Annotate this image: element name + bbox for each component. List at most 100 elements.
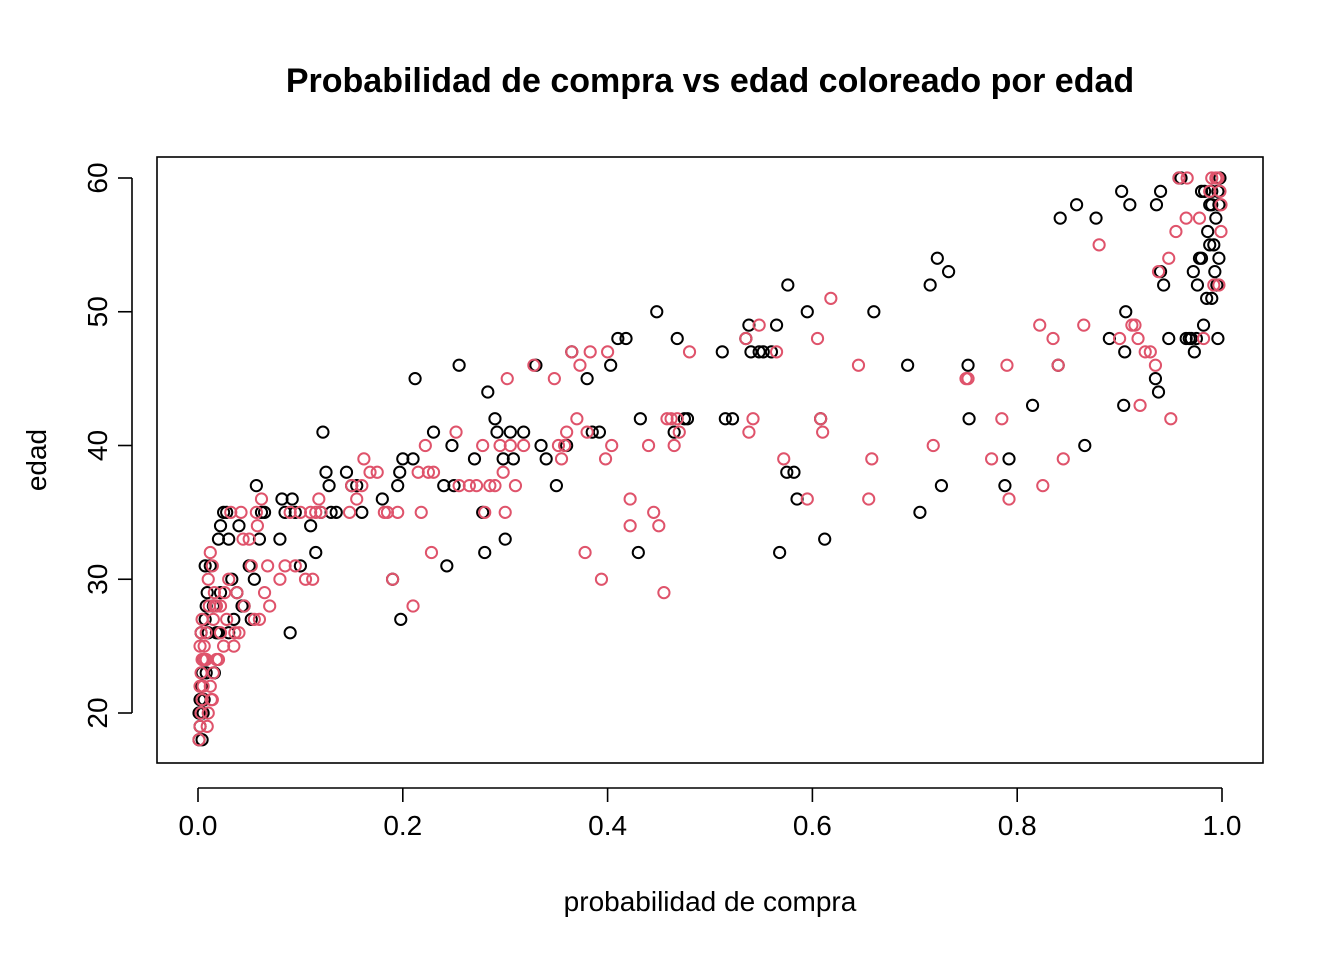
data-point xyxy=(1036,479,1050,493)
data-point xyxy=(672,425,686,439)
data-point xyxy=(203,545,217,560)
data-point xyxy=(923,278,937,292)
data-point xyxy=(1201,224,1215,239)
plot-frame xyxy=(156,156,1264,764)
data-point xyxy=(1212,251,1226,265)
data-point xyxy=(254,492,269,506)
data-point xyxy=(764,345,779,359)
data-point xyxy=(800,492,814,506)
data-point xyxy=(1211,331,1225,346)
data-point xyxy=(652,519,666,533)
data-point xyxy=(901,358,915,372)
data-point xyxy=(961,372,975,386)
data-point xyxy=(623,492,637,506)
data-point xyxy=(1205,198,1219,212)
x-tick-label: 0.8 xyxy=(998,810,1037,841)
data-point xyxy=(1212,278,1226,292)
data-point xyxy=(601,345,615,359)
data-point xyxy=(1205,291,1219,305)
data-point xyxy=(199,666,213,680)
data-point xyxy=(592,425,607,439)
data-point xyxy=(263,599,277,613)
data-point xyxy=(1180,171,1194,185)
data-point xyxy=(554,452,569,466)
data-point xyxy=(1200,291,1214,305)
data-point xyxy=(781,278,795,292)
data-point xyxy=(220,612,234,626)
data-point xyxy=(580,372,594,386)
data-point xyxy=(488,412,502,426)
data-point xyxy=(1190,278,1205,292)
data-point xyxy=(1115,184,1129,198)
data-point xyxy=(218,586,232,600)
data-point xyxy=(769,318,784,332)
data-point xyxy=(565,345,579,359)
data-point xyxy=(769,345,784,359)
x-axis-label: probabilidad de compra xyxy=(564,886,857,917)
y-tick-label: 40 xyxy=(82,430,113,461)
data-point xyxy=(1207,238,1221,252)
data-point xyxy=(547,372,561,386)
data-point xyxy=(667,425,681,439)
data-point xyxy=(1197,184,1212,198)
data-point xyxy=(962,412,976,426)
data-point xyxy=(194,706,208,720)
data-point xyxy=(557,438,572,453)
data-point xyxy=(247,612,261,626)
x-tick-label: 0.6 xyxy=(793,810,832,841)
data-point xyxy=(304,519,318,533)
data-point xyxy=(418,438,432,453)
data-point xyxy=(1133,398,1147,412)
data-point xyxy=(506,452,520,466)
data-point xyxy=(1207,278,1221,292)
data-point xyxy=(1214,198,1228,212)
data-point xyxy=(273,572,287,586)
data-point xyxy=(194,666,208,680)
data-point xyxy=(824,291,838,305)
data-point xyxy=(201,706,215,720)
data-point xyxy=(408,372,422,386)
data-point xyxy=(393,465,407,479)
data-point xyxy=(739,331,753,346)
data-point xyxy=(1053,211,1067,225)
data-point xyxy=(213,519,228,533)
data-point xyxy=(1151,385,1166,399)
data-point xyxy=(203,679,217,693)
data-point xyxy=(633,412,647,426)
data-point xyxy=(800,305,814,319)
data-point xyxy=(670,331,684,346)
data-point xyxy=(250,519,264,533)
data-point xyxy=(1069,198,1084,212)
data-point xyxy=(1056,452,1070,466)
data-point xyxy=(357,452,371,466)
data-point xyxy=(197,652,211,667)
data-point xyxy=(478,505,492,519)
data-point xyxy=(1117,398,1131,412)
chart-title: Probabilidad de compra vs edad coloreado… xyxy=(286,62,1134,100)
data-point xyxy=(195,693,209,707)
data-point xyxy=(322,479,336,493)
data-point xyxy=(818,532,832,546)
data-point xyxy=(391,479,405,493)
data-point xyxy=(247,572,261,586)
data-point xyxy=(288,505,302,519)
data-point xyxy=(200,586,214,600)
data-point xyxy=(370,465,384,479)
data-point xyxy=(426,465,441,479)
data-point xyxy=(228,626,242,640)
data-point xyxy=(298,572,313,586)
data-point xyxy=(1209,211,1223,225)
data-point xyxy=(813,412,828,426)
data-point xyxy=(1196,331,1211,346)
data-point xyxy=(414,505,428,519)
x-tick-label: 1.0 xyxy=(1203,810,1242,841)
data-point xyxy=(309,545,323,560)
data-points xyxy=(192,171,1228,747)
data-point xyxy=(773,545,787,560)
data-point xyxy=(664,412,678,426)
data-point xyxy=(209,652,224,667)
data-point xyxy=(867,305,881,319)
data-point xyxy=(193,639,207,653)
data-point xyxy=(1078,438,1092,453)
data-point xyxy=(580,425,594,439)
